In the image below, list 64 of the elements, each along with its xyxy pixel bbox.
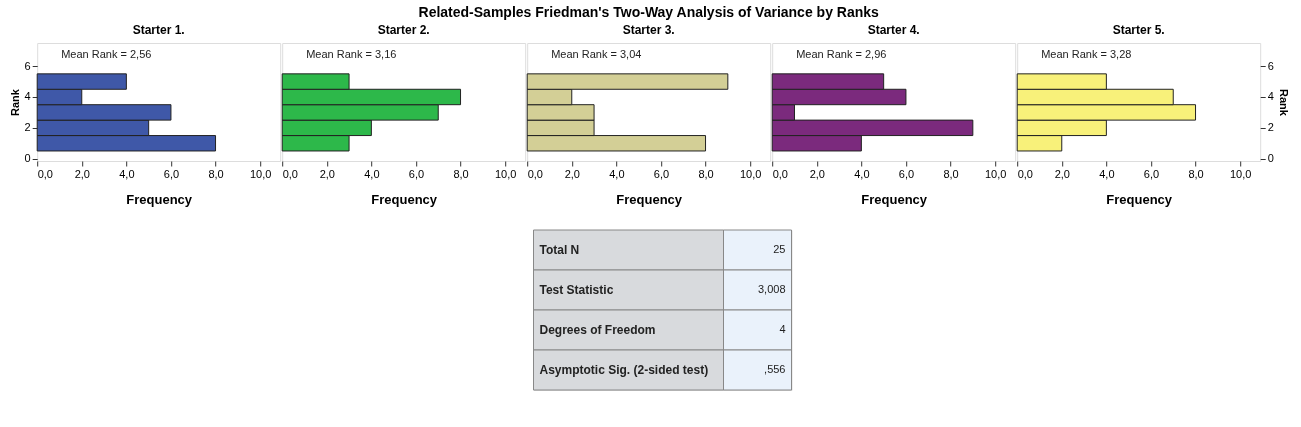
text: Degrees of Freedom <box>539 323 656 337</box>
x-tick-label: 0,0 <box>37 167 53 180</box>
x-tick-label: 6,0 <box>408 167 425 180</box>
annotation: Mean Rank = 3,28 <box>1041 48 1132 60</box>
x-tick-label: 4,0 <box>1099 167 1115 180</box>
x-tick-label: 10,0 <box>984 167 1007 180</box>
text: Test Statistic <box>539 283 614 297</box>
x-tick-label: 2,0 <box>564 167 580 180</box>
x-tick-label: 4,0 <box>119 167 135 180</box>
y-tick-label: 6 <box>1267 59 1274 72</box>
chart-title: Starter 5. <box>1112 23 1165 37</box>
x-tick-label: 2,0 <box>809 167 825 180</box>
x-tick-label: 2,0 <box>319 167 335 180</box>
x-tick-label: 8,0 <box>453 167 469 180</box>
chart-title: Starter 4. <box>867 23 920 37</box>
x-tick-label: 8,0 <box>943 167 959 180</box>
y-tick-label: 0 <box>24 152 31 165</box>
text: 3,008 <box>757 283 786 295</box>
text: Related-Samples Friedman's Two-Way Analysis of Variance by Ranks <box>418 3 880 20</box>
chart-title: Starter 2. <box>377 23 430 37</box>
y-tick-label: 4 <box>24 90 31 103</box>
y-axis-title: Rank <box>1277 89 1290 117</box>
x-axis-title: Frequency <box>616 191 683 207</box>
annotation: Mean Rank = 2,56 <box>61 48 152 60</box>
x-tick-label: 6,0 <box>163 167 180 180</box>
x-tick-label: 6,0 <box>1143 167 1160 180</box>
x-tick-label: 6,0 <box>898 167 915 180</box>
x-tick-label: 8,0 <box>208 167 224 180</box>
x-tick-label: 0,0 <box>1017 167 1033 180</box>
x-tick-label: 10,0 <box>494 167 517 180</box>
x-tick-label: 10,0 <box>249 167 272 180</box>
y-axis-title: Rank <box>8 88 21 116</box>
y-tick-label: 6 <box>24 59 31 72</box>
x-axis-title: Frequency <box>1106 191 1173 207</box>
text: Asymptotic Sig. (2-sided test) <box>539 363 709 377</box>
annotation: Mean Rank = 3,04 <box>551 48 642 60</box>
y-tick-label: 0 <box>1267 152 1274 165</box>
text: 4 <box>779 323 786 335</box>
x-tick-label: 0,0 <box>282 167 298 180</box>
x-tick-label: 8,0 <box>698 167 714 180</box>
text: ,556 <box>764 363 786 375</box>
x-tick-label: 8,0 <box>1188 167 1204 180</box>
x-tick-label: 2,0 <box>74 167 90 180</box>
x-tick-label: 10,0 <box>739 167 762 180</box>
y-tick-label: 2 <box>1267 121 1274 134</box>
annotation: Mean Rank = 3,16 <box>306 48 397 60</box>
x-tick-label: 4,0 <box>854 167 870 180</box>
y-tick-label: 2 <box>24 121 31 134</box>
y-tick-label: 4 <box>1267 90 1274 103</box>
x-tick-label: 2,0 <box>1054 167 1070 180</box>
x-tick-label: 0,0 <box>527 167 543 180</box>
x-tick-label: 10,0 <box>1229 167 1252 180</box>
x-axis-title: Frequency <box>126 191 193 207</box>
x-tick-label: 0,0 <box>772 167 788 180</box>
x-tick-label: 4,0 <box>609 167 625 180</box>
chart-title: Starter 1. <box>132 23 185 37</box>
text: Total N <box>539 243 580 257</box>
x-tick-label: 4,0 <box>364 167 380 180</box>
text: 25 <box>773 243 786 255</box>
x-tick-label: 6,0 <box>653 167 670 180</box>
chart-title: Starter 3. <box>622 23 675 37</box>
x-axis-title: Frequency <box>371 191 438 207</box>
annotation: Mean Rank = 2,96 <box>796 48 887 60</box>
x-axis-title: Frequency <box>861 191 928 207</box>
